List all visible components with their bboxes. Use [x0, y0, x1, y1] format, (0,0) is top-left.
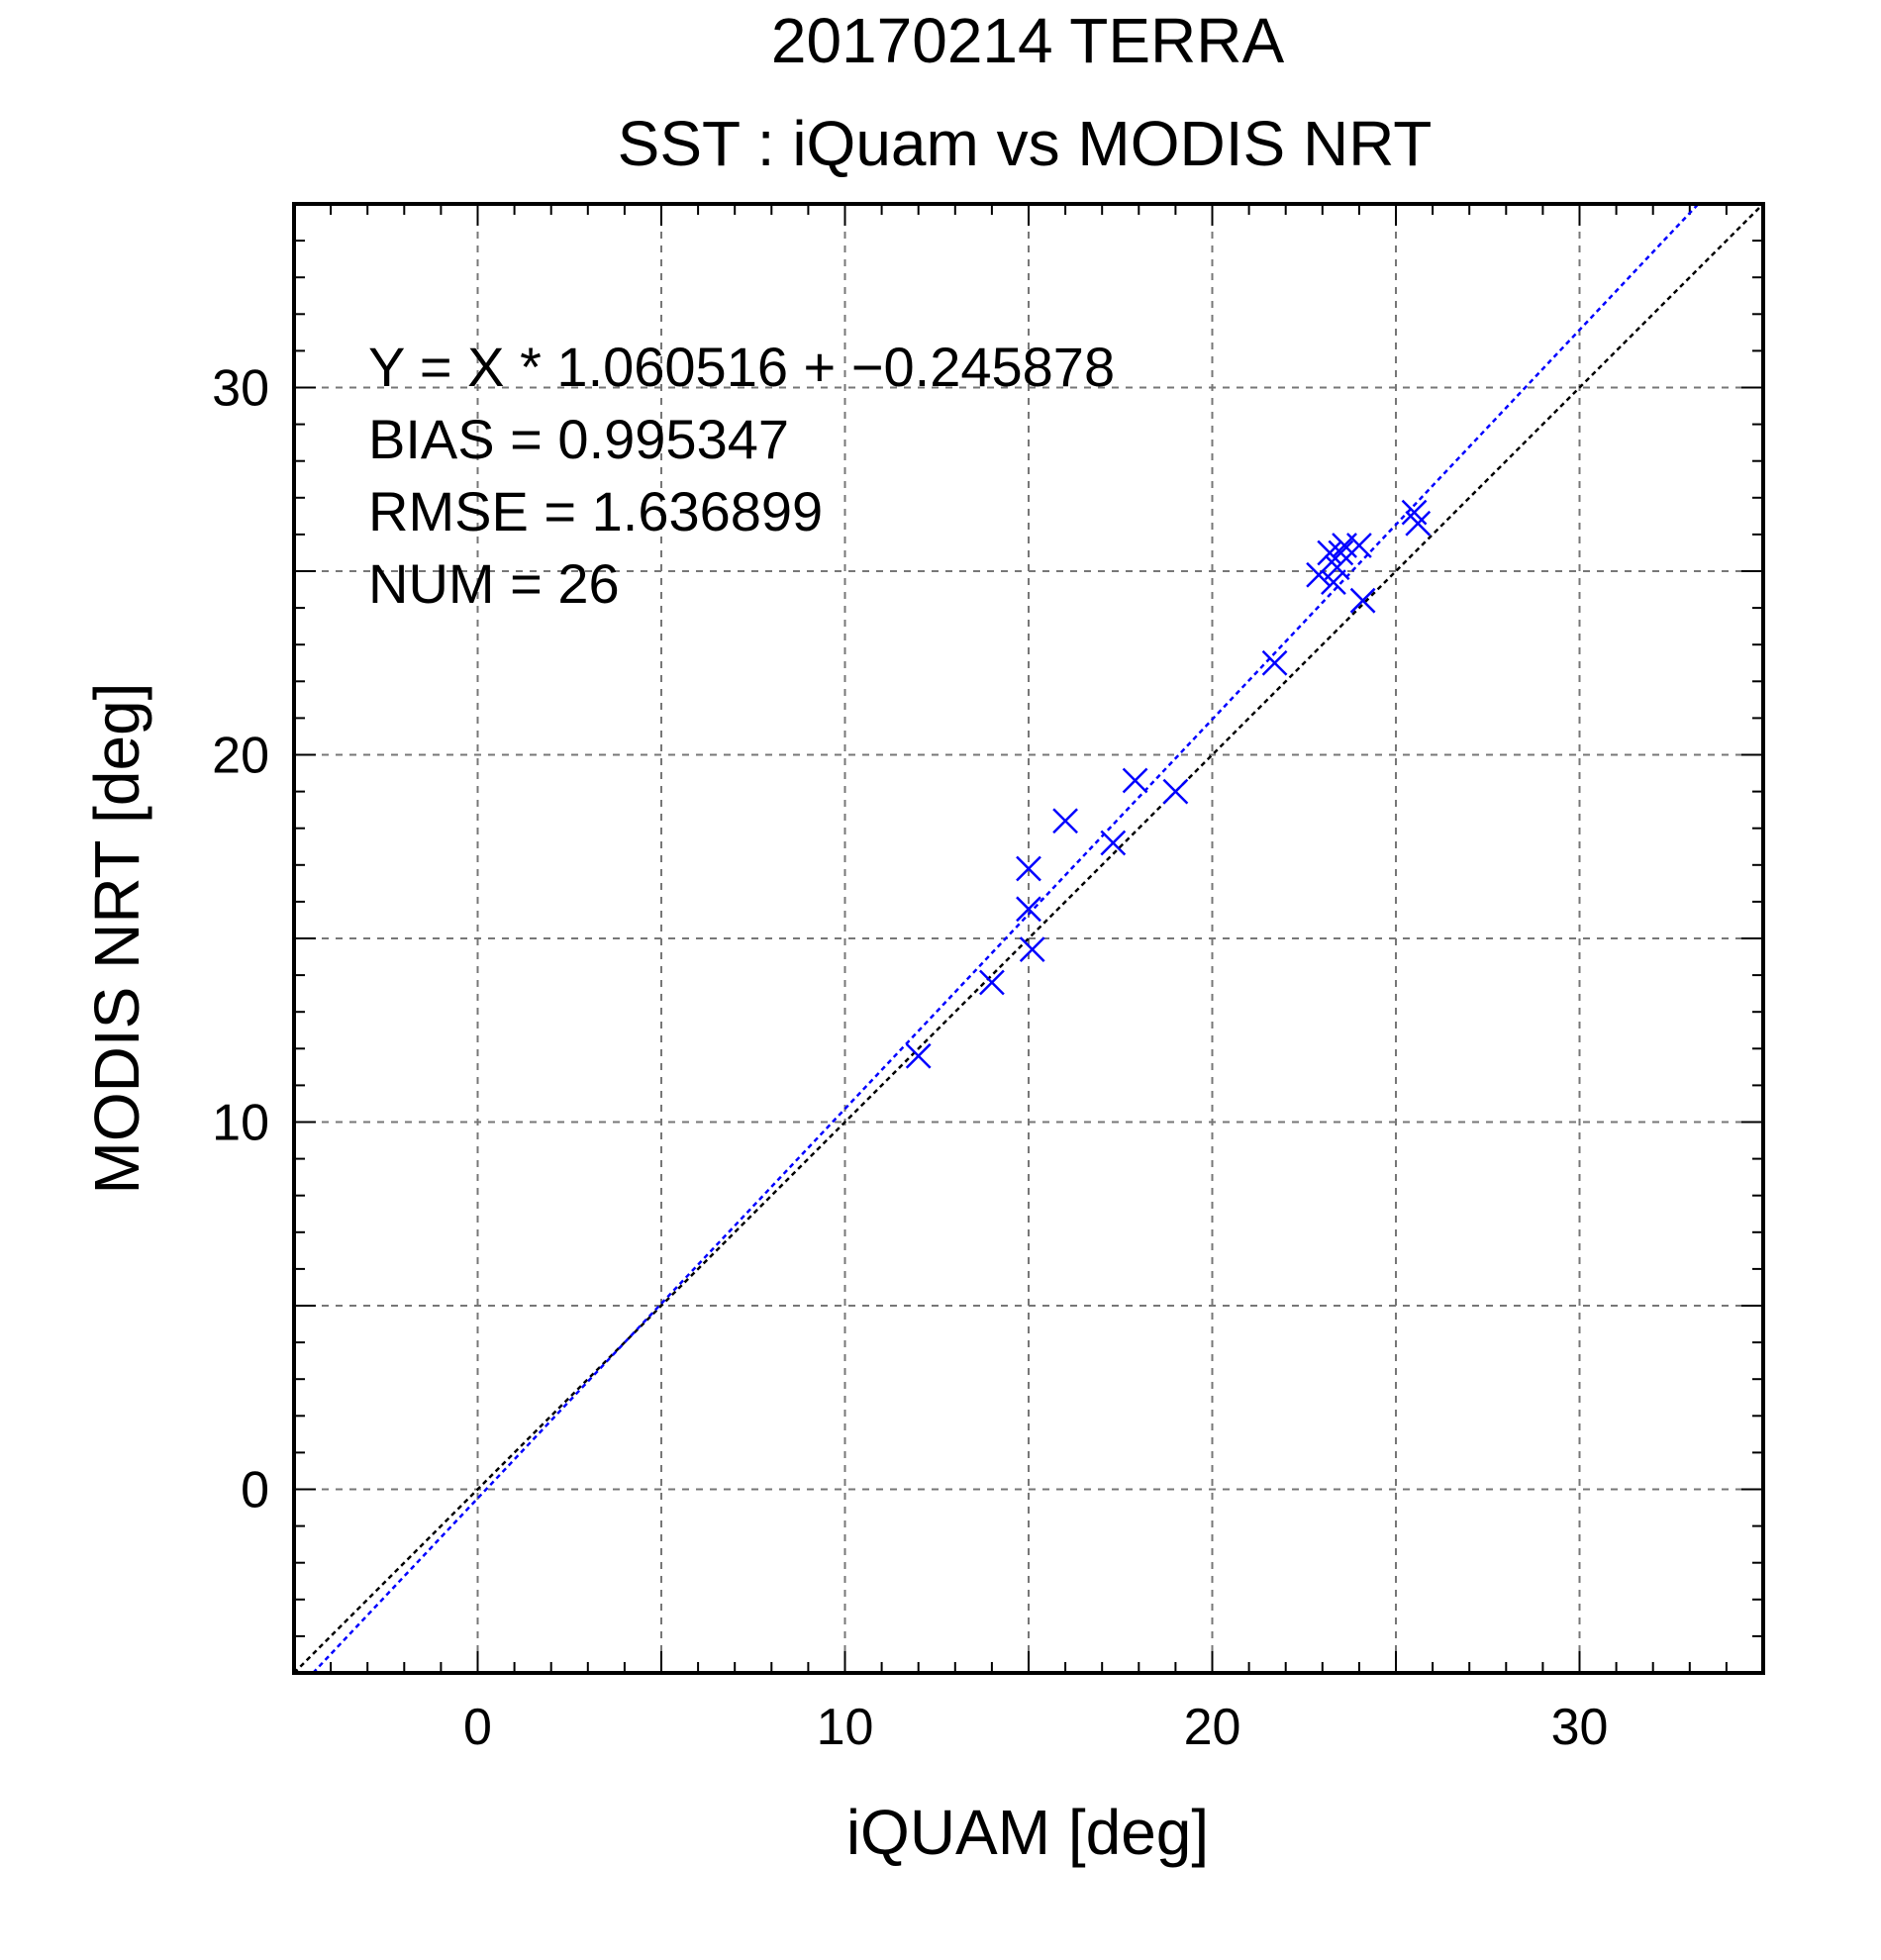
data-point [1261, 649, 1288, 676]
data-point-stroke [1328, 539, 1354, 566]
data-point [979, 969, 1005, 996]
data-point-stroke [1122, 767, 1148, 794]
data-point-stroke [1306, 561, 1332, 588]
grid-lines [294, 204, 1763, 1673]
x-tick-label: 10 [817, 1699, 874, 1756]
data-point-stroke [1162, 778, 1189, 805]
statistics-annotations: Y = X * 1.060516 + −0.245878 BIAS = 0.995… [368, 336, 1115, 615]
data-point-stroke [1016, 855, 1041, 882]
data-point-stroke [905, 1042, 932, 1069]
data-point [1346, 533, 1372, 558]
annotation-line: NUM = 26 [368, 552, 620, 615]
chart-subtitle: SST : iQuam vs MODIS NRT [618, 108, 1433, 179]
data-point [1405, 510, 1432, 537]
regression-line [312, 203, 1700, 1674]
data-point [1016, 855, 1041, 882]
data-point [1349, 587, 1376, 614]
data-point [1016, 896, 1041, 923]
data-point-stroke [1405, 510, 1432, 537]
data-point [1321, 569, 1346, 596]
chart-title: 20170214 TERRA [771, 5, 1285, 76]
data-point [1317, 539, 1343, 566]
data-point-stroke [1317, 539, 1343, 566]
reference-lines [293, 203, 1764, 1674]
plot-frame [292, 202, 1765, 1675]
data-point [1324, 554, 1350, 581]
data-point-stroke [1401, 499, 1428, 526]
data-point-stroke [1100, 830, 1127, 856]
data-point [905, 1042, 932, 1069]
data-point [1122, 767, 1148, 794]
annotation-line: RMSE = 1.636899 [368, 480, 823, 542]
data-point [1100, 830, 1127, 856]
x-tick-label: 30 [1551, 1699, 1609, 1756]
y-tick-label: 20 [212, 728, 269, 785]
data-point-stroke [1016, 896, 1041, 923]
annotation-line: BIAS = 0.995347 [368, 408, 789, 470]
y-tick-label: 10 [212, 1095, 269, 1152]
data-point [1328, 539, 1354, 566]
data-point [1162, 778, 1189, 805]
identity-line [293, 203, 1764, 1674]
data-point-stroke [1349, 587, 1376, 614]
data-point-stroke [1346, 533, 1372, 558]
data-point-stroke [979, 969, 1005, 996]
data-point [1306, 561, 1332, 588]
x-axis-label: iQUAM [deg] [846, 1797, 1209, 1868]
tick-labels: 0 10 20 30 0 10 20 30 [212, 360, 1608, 1757]
data-point-stroke [1261, 649, 1288, 676]
data-point-stroke [1324, 554, 1350, 581]
data-point-stroke [1321, 569, 1346, 596]
data-points [905, 499, 1432, 1069]
x-tick-label: 20 [1184, 1699, 1241, 1756]
data-point-stroke [1019, 936, 1045, 963]
data-point-stroke [1052, 808, 1078, 834]
data-point [1052, 808, 1078, 834]
y-axis-label: MODIS NRT [deg] [81, 683, 152, 1195]
y-tick-label: 0 [241, 1462, 269, 1519]
annotation-line: Y = X * 1.060516 + −0.245878 [368, 336, 1115, 398]
data-point [1019, 936, 1045, 963]
x-tick-label: 0 [463, 1699, 492, 1756]
y-tick-label: 30 [212, 360, 269, 418]
